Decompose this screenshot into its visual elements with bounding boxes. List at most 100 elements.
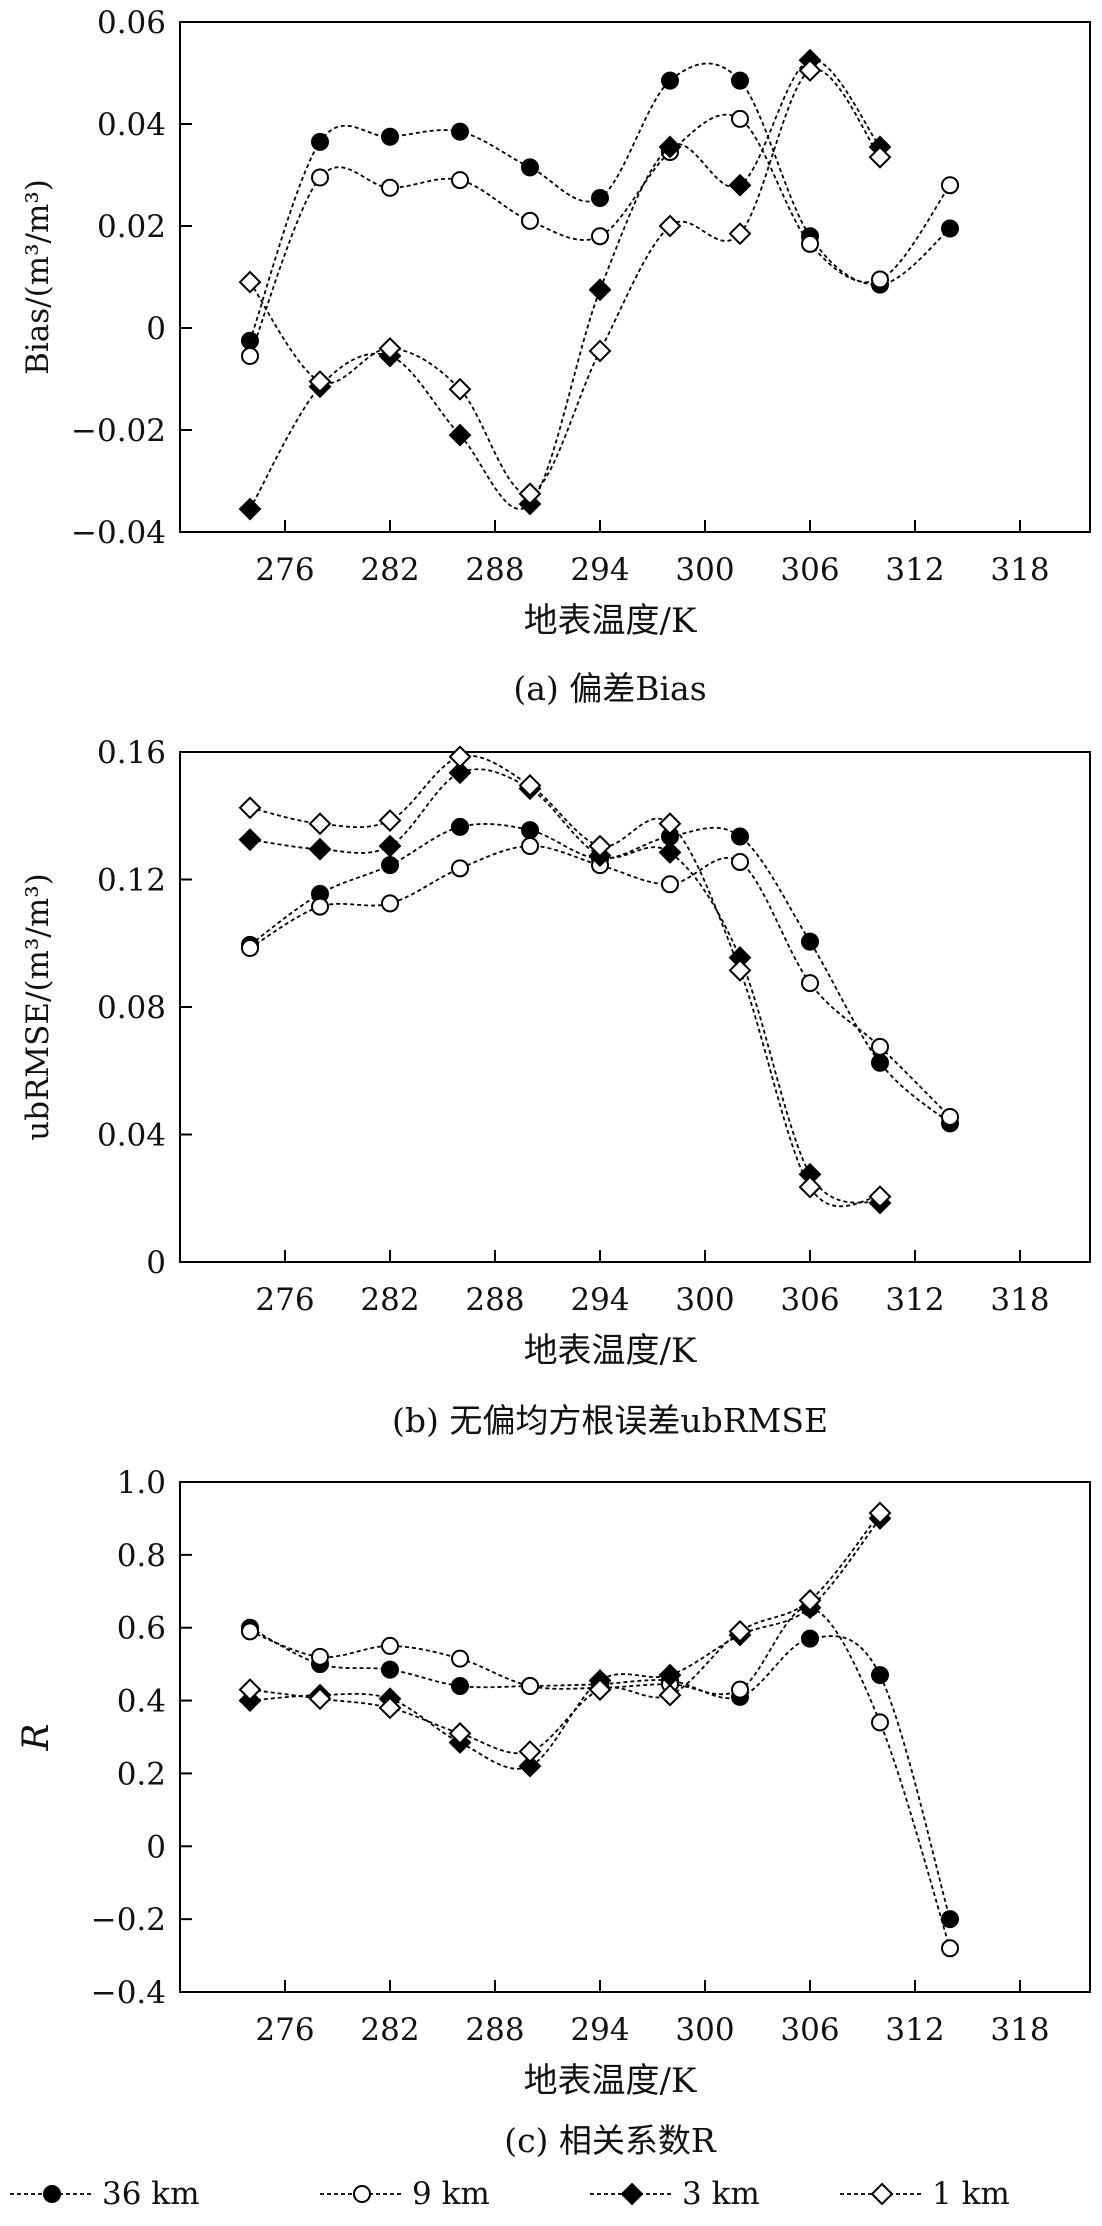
x-tick-label: 276 [255,552,314,588]
series-line [249,754,881,1208]
data-point [941,219,959,238]
x-tick-label: 318 [990,552,1049,588]
series-line [249,1517,881,1770]
x-tick-label: 282 [360,2012,419,2048]
data-point [728,173,752,197]
chart-b: 276 282 288 294 300 306 312 318 0 0.04 0.08 0.12 0.1… [20,735,1091,1440]
data-point [381,894,399,913]
series-line [249,59,881,510]
data-point [591,188,609,207]
series-9km [241,1598,959,1958]
x-tick-label: 288 [465,1282,524,1318]
series-line [249,768,881,1204]
data-point [451,122,469,141]
data-point [448,423,472,447]
data-point [518,774,542,797]
data-point [378,809,402,832]
data-point [451,1649,469,1668]
series-line [249,62,951,342]
data-point [311,1647,329,1666]
data-point [308,1687,332,1711]
data-point [941,176,959,195]
data-point [728,222,752,246]
open-diamond-icon [870,2182,894,2206]
data-point [521,821,539,840]
open-circle-icon [353,2185,371,2203]
data-point [658,214,682,238]
data-point [381,1636,399,1655]
y-tick-label: −0.2 [91,1902,166,1938]
x-tick-label: 294 [570,2012,629,2048]
data-point [731,71,749,90]
x-tick-label: 312 [885,1282,944,1318]
data-point [521,211,539,230]
filled-circle-icon [43,2185,61,2203]
y-axis-label: R [16,1723,57,1751]
data-point [941,1939,959,1958]
data-point [381,1660,399,1679]
x-axis-label: 地表温度/K [524,601,697,641]
y-tick-label: −0.04 [71,515,166,551]
x-tick-label: 300 [675,2012,734,2048]
x-tick-label: 306 [780,2012,839,2048]
x-tick-label: 312 [885,2012,944,2048]
data-point [308,837,332,861]
x-tick-label: 294 [570,552,629,588]
data-point [798,59,822,82]
data-point [868,145,892,169]
data-point [521,158,539,177]
y-tick-label: 0.4 [117,1684,166,1720]
series-9km [241,837,959,1126]
data-point [448,745,472,769]
legend-label: 9 km [412,2176,490,2212]
data-point [448,1721,472,1745]
data-point [448,761,472,785]
y-tick-label: 0.8 [117,1538,166,1574]
data-point [871,1053,889,1072]
data-point [451,859,469,878]
plot-frame [179,21,1091,533]
y-tick-label: 0.6 [117,1611,166,1647]
y-tick-label: 0 [146,1245,166,1281]
data-point [451,817,469,836]
x-tick-label: 294 [570,1282,629,1318]
data-point [941,1910,959,1929]
data-point [868,1185,892,1209]
legend-item: 9 km [320,2176,490,2212]
data-point [311,168,329,187]
y-tick-label: 0.04 [97,1118,166,1154]
data-point [381,178,399,197]
data-point [241,1622,259,1641]
x-tick-label: 306 [780,552,839,588]
data-point [238,796,262,820]
data-point [871,270,889,289]
x-tick-label: 276 [255,1282,314,1318]
data-point [591,227,609,246]
data-point [588,834,612,858]
data-point [661,875,679,894]
y-tick-label: 0 [146,311,166,347]
data-point [521,1677,539,1695]
data-point [798,1175,822,1199]
data-point [658,840,682,864]
data-point [731,852,749,871]
chart-caption: (a) 偏差Bias [513,669,706,708]
y-tick-label: 0.12 [97,863,166,899]
chart-a: 276 282 288 294 300 306 312 318 −0.04 −0.02 0 0.02 0… [20,5,1091,708]
chart-c: 276 282 288 294 300 306 312 318 −0.4 −0.2 0 0.2 0.4 0… [16,1465,1091,2160]
series-36km [241,1618,959,1929]
data-point [871,1666,889,1685]
y-tick-label: 0.04 [97,107,166,143]
filled-diamond-icon [620,2182,644,2206]
legend: 36 km 9 km 3 km 1 km [10,2176,1010,2212]
data-point [728,958,752,982]
data-point [658,135,682,159]
data-point [658,1683,682,1707]
data-point [448,377,472,401]
chart-caption: (c) 相关系数R [504,2121,717,2160]
data-point [381,856,399,875]
x-tick-label: 276 [255,2012,314,2048]
chart-caption: (b) 无偏均方根误差ubRMSE [392,1401,828,1440]
series-3km [238,48,892,521]
